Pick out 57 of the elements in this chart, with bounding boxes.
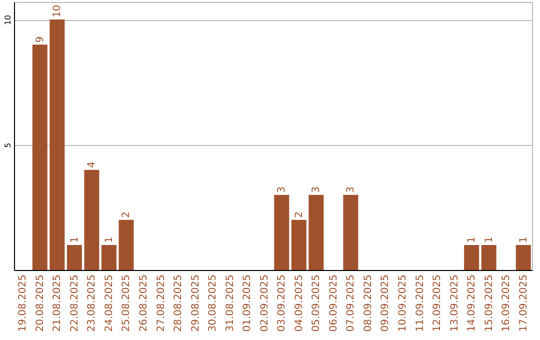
bar [308,194,324,270]
x-tick-label: 29.08.2025 [190,274,202,332]
x-tick-label: 05.09.2025 [311,274,322,332]
x-tick-label: 20.08.2025 [34,274,46,332]
data-label: 10 [52,4,64,18]
bar [101,244,116,270]
bar [291,220,306,270]
bar [464,244,480,270]
x-tick-label: 04.09.2025 [294,274,305,332]
x-tick-label: 21.08.2025 [52,274,64,332]
x-tick-label: 01.09.2025 [242,274,254,332]
x-tick-label: 02.09.2025 [259,274,270,332]
y-tick-label: 5 [4,142,12,148]
x-tick-label: 10.09.2025 [398,274,408,332]
x-tick-label: 26.08.2025 [138,274,150,332]
data-label: 2 [121,212,132,218]
x-tick-label: 14.09.2025 [466,274,478,332]
bar [343,194,358,270]
bar [50,20,65,270]
data-label: 2 [294,212,305,218]
data-label: 1 [104,236,115,243]
data-label: 1 [484,236,495,243]
x-tick-label: 31.08.2025 [224,274,236,332]
data-label: 3 [276,186,288,193]
x-tick-label: 25.08.2025 [121,274,132,332]
x-tick-label: 15.09.2025 [484,274,495,332]
data-label: 4 [86,161,98,168]
x-tick-label: 28.08.2025 [173,274,184,332]
x-tick-label: 07.09.2025 [346,274,357,332]
bar [118,220,134,270]
bar [481,244,496,270]
x-tick-label: 16.09.2025 [501,274,512,332]
x-tick-label: 23.08.2025 [86,274,98,332]
x-tick-label: 24.08.2025 [104,274,115,332]
data-label: 9 [34,36,46,43]
data-label: 1 [466,236,478,243]
x-tick-label: 11.09.2025 [414,274,426,332]
x-tick-label: 22.08.2025 [69,274,80,332]
bar [66,244,82,270]
bar [516,244,531,270]
bar [274,194,290,270]
x-tick-label: 17.09.2025 [518,274,530,332]
data-label: 1 [518,236,530,243]
x-tick-label: 27.08.2025 [156,274,167,332]
bar [84,170,100,270]
x-tick-label: 08.09.2025 [362,274,374,332]
x-tick-label: 03.09.2025 [276,274,288,332]
x-tick-label: 19.08.2025 [18,274,29,332]
x-tick-label: 13.09.2025 [449,274,460,332]
data-label: 3 [311,186,322,193]
x-tick-label: 30.08.2025 [208,274,219,332]
data-label: 3 [346,186,357,193]
x-tick-label: 06.09.2025 [328,274,340,332]
x-tick-label: 12.09.2025 [432,274,444,332]
data-label: 1 [69,236,80,243]
bar [32,44,48,270]
x-tick-label: 09.09.2025 [380,274,392,332]
